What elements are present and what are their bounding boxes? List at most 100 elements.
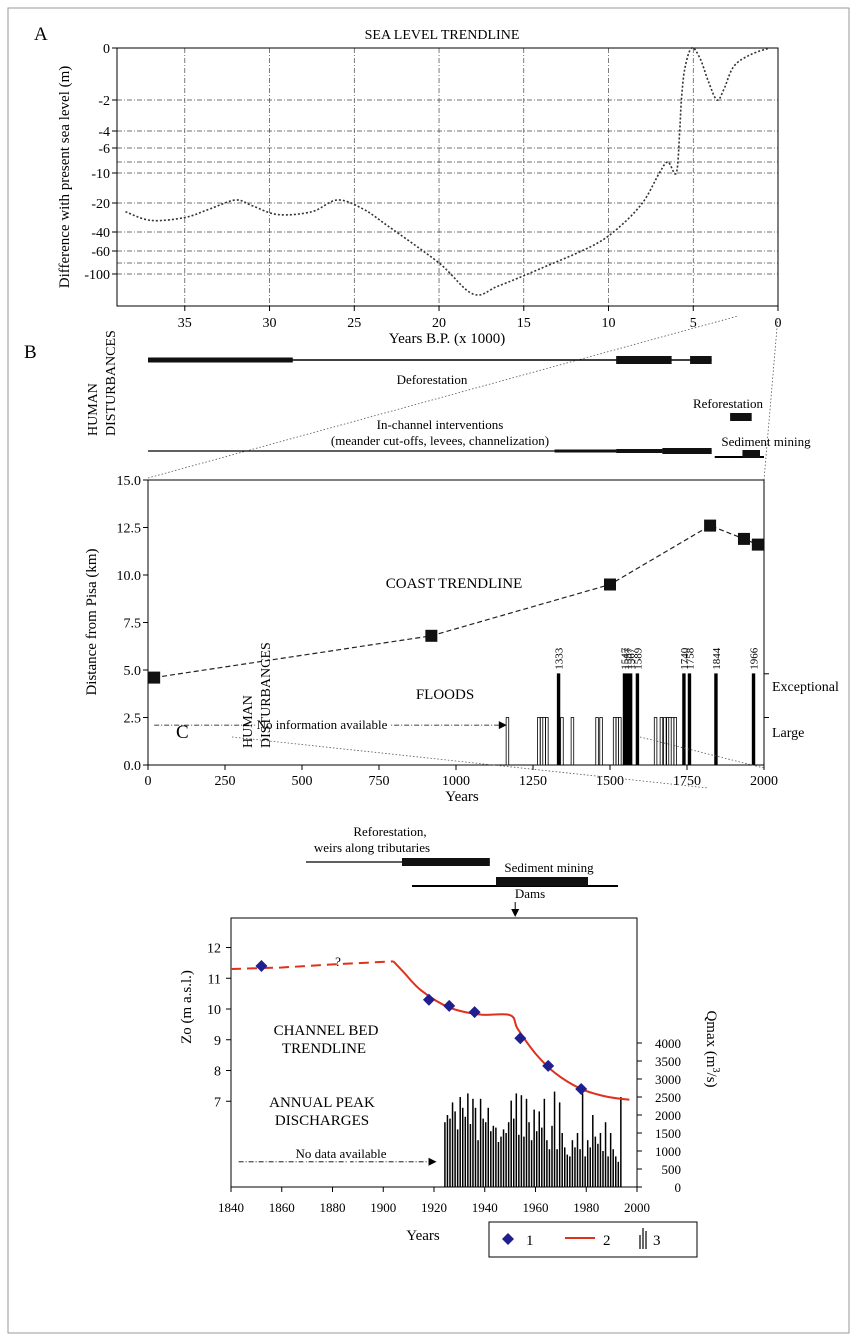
annual-peak-bar <box>597 1143 599 1187</box>
panel-b-xtick-label: 250 <box>215 774 236 789</box>
annual-peak-bar <box>446 1115 449 1187</box>
flood-bar <box>537 717 541 766</box>
annual-peak-bar <box>462 1107 464 1187</box>
panel-c-y2tick-label: 2500 <box>655 1090 681 1105</box>
annual-peak-bar <box>444 1122 446 1187</box>
panel-b-xtick-label: 1250 <box>519 774 547 789</box>
deforestation-bar <box>690 356 712 364</box>
panel-b-ytick-label: 10.0 <box>117 569 142 584</box>
panel-b-large-label: Large <box>772 726 804 741</box>
annual-peak-bar <box>500 1136 502 1187</box>
panel-a-ytick-label: -40 <box>91 226 110 241</box>
annual-peak-bar <box>599 1133 602 1187</box>
annual-peak-bar <box>484 1122 487 1187</box>
panel-a: SEA LEVEL TRENDLINE 0 -2 -4 -6 -10 -20 -40 -60 -… <box>57 28 782 347</box>
in-channel-bar <box>662 448 712 454</box>
panel-a-xlabel: Years B.P. (x 1000) <box>389 331 505 347</box>
flood-year-label: 1844 <box>711 647 723 670</box>
annual-peak-bar <box>456 1129 459 1187</box>
flood-bar <box>612 717 617 766</box>
annual-peak-bar <box>551 1125 553 1187</box>
panel-c-xtick-label: 1840 <box>218 1200 244 1215</box>
panel-c-dams-label: Dams <box>515 886 545 901</box>
panel-a-ytick-label: 0 <box>103 42 110 57</box>
annual-peak-bar <box>482 1118 484 1187</box>
coast-point <box>751 538 764 551</box>
annual-peak-bar <box>495 1127 497 1187</box>
panel-c-y2tick-label: 4000 <box>655 1036 681 1051</box>
annual-peak-bar <box>538 1111 540 1187</box>
annual-peak-bar <box>525 1098 528 1187</box>
panel-label-c: C <box>176 722 189 743</box>
panel-c-y2tick-label: 1000 <box>655 1144 681 1159</box>
channel-bed-trend-dashed <box>230 960 394 971</box>
annual-peak-bar <box>464 1116 467 1187</box>
flood-bar <box>751 673 756 766</box>
legend-label-3: 3 <box>653 1233 661 1249</box>
annual-peak-bar <box>556 1149 558 1187</box>
annual-peak-bar <box>518 1134 520 1187</box>
annual-peak-bar <box>617 1161 620 1187</box>
flood-year-label: 1567 <box>626 647 638 670</box>
flood-year-label: 1547 <box>619 647 631 670</box>
annual-peak-bars <box>444 1091 622 1187</box>
flood-bar <box>545 717 549 766</box>
dams-arrow <box>511 902 520 917</box>
panel-c-hd-line1: HUMAN <box>241 695 256 748</box>
no-info-arrow-head <box>498 721 507 730</box>
channel-bed-points <box>255 959 588 1095</box>
channel-bed-point <box>255 959 268 972</box>
panel-c-ylabel-right: Qmax (m3/s) <box>703 1010 721 1087</box>
channel-bed-point <box>443 999 456 1012</box>
panel-c-xtick-label: 1860 <box>269 1200 295 1215</box>
channel-bed-point <box>542 1059 555 1072</box>
flood-year-label: 1758 <box>684 647 696 670</box>
panel-c-ytick-label: 7 <box>214 1095 221 1110</box>
annual-peak-bar <box>564 1147 566 1187</box>
flood-bar <box>714 673 718 766</box>
panel-a-ytick-label: -6 <box>98 142 110 157</box>
deforestation-bar <box>616 356 672 364</box>
panel-c-y2tick-label: 0 <box>675 1180 682 1195</box>
panel-b-disturbance-bars <box>148 356 764 458</box>
coast-points <box>148 519 764 684</box>
annual-peak-bar <box>535 1131 538 1187</box>
panel-c-ytick-label: 12 <box>207 942 221 957</box>
annual-peak-bar <box>502 1129 505 1187</box>
annual-peak-bar <box>607 1156 609 1187</box>
channel-bed-point <box>422 993 435 1006</box>
panel-b-ticks: 0.0 2.5 5.0 7.5 10.0 12.5 15.0 0 250 500 750 1000 12… <box>117 474 779 789</box>
annual-peak-bar <box>604 1122 607 1187</box>
annual-peak-bar <box>490 1131 492 1187</box>
panel-c-peaks-label-1: ANNUAL PEAK <box>269 1095 375 1111</box>
panel-c-y2tick-label: 3000 <box>655 1072 681 1087</box>
annual-peak-bar <box>569 1156 571 1187</box>
panel-c-xtick-label: 1900 <box>370 1200 396 1215</box>
annual-peak-bar <box>477 1140 479 1187</box>
panel-b-deforestation-label: Deforestation <box>397 372 468 387</box>
flood-bar <box>599 717 603 766</box>
annual-peak-bar <box>543 1098 546 1187</box>
coast-trendline <box>154 524 759 679</box>
annual-peak-bar <box>459 1097 461 1187</box>
annual-peak-bar <box>561 1133 563 1187</box>
panel-c-xtick-label: 2000 <box>624 1200 650 1215</box>
panel-c-y2tick-label: 1500 <box>655 1126 681 1141</box>
annual-peak-bar <box>497 1142 500 1187</box>
legend-box <box>488 1221 698 1258</box>
annual-peak-bar <box>574 1147 576 1187</box>
panel-label-b: B <box>24 342 37 363</box>
flood-bar <box>618 717 622 766</box>
annual-peak-bar <box>513 1118 515 1187</box>
panel-b-floods-label: FLOODS <box>416 687 474 703</box>
panel-b-xlabel: Years <box>445 789 479 805</box>
panel-b-xtick-label: 2000 <box>750 774 778 789</box>
panel-a-ytick-label: -60 <box>91 245 110 260</box>
annual-peak-bar <box>612 1149 614 1187</box>
annual-peak-bar <box>602 1151 604 1187</box>
panel-b-exceptional-label: Exceptional <box>772 680 839 695</box>
connector-b-c-left <box>231 736 709 789</box>
flood-year-label: 1589 <box>632 647 644 670</box>
c-sediment-mining-bar <box>496 877 588 886</box>
